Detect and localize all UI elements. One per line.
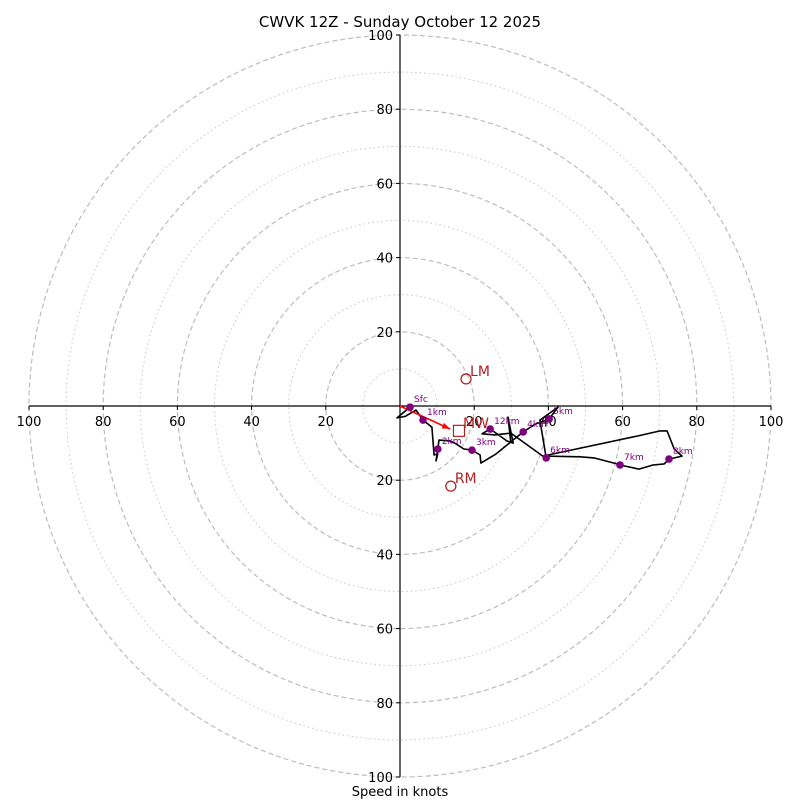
storm-motion: LM RM MW <box>399 364 490 492</box>
height-label-sfc: Sfc <box>414 395 428 405</box>
y-tick-label: 20 <box>376 474 393 489</box>
height-marker-4km <box>519 428 527 436</box>
height-marker-3km <box>468 446 476 454</box>
y-tick-label: 80 <box>376 103 393 118</box>
label-lm: LM <box>470 364 490 380</box>
height-marker-sfc <box>406 403 414 411</box>
wind-profile <box>396 406 683 470</box>
height-label-1km: 1km <box>427 408 447 418</box>
x-tick-label: 80 <box>689 415 706 430</box>
height-label-12km: 12km <box>494 417 519 427</box>
height-label-7km: 7km <box>624 453 644 463</box>
height-marker-1km <box>419 416 427 424</box>
y-tick-label: 100 <box>368 771 393 786</box>
height-marker-8km <box>665 455 673 463</box>
height-label-3km: 3km <box>476 438 496 448</box>
x-tick-label: 100 <box>17 415 42 430</box>
x-tick-label: 40 <box>243 415 260 430</box>
height-label-6km: 6km <box>550 446 570 456</box>
height-marker-12km <box>486 425 494 433</box>
y-tick-label: 60 <box>376 177 393 192</box>
x-tick-label: 20 <box>318 415 335 430</box>
x-tick-label: 60 <box>169 415 186 430</box>
height-marker-7km <box>616 461 624 469</box>
y-tick-label: 80 <box>376 697 393 712</box>
y-tick-label: 20 <box>376 326 393 341</box>
vector-arrowhead <box>441 422 451 430</box>
marker-mw <box>452 424 466 437</box>
label-rm: RM <box>455 471 477 487</box>
height-marker-5km <box>545 415 553 423</box>
height-marker-6km <box>542 454 550 462</box>
y-tick-label: 40 <box>376 548 393 563</box>
x-tick-label: 100 <box>759 415 784 430</box>
marker-lm <box>460 373 472 385</box>
x-axis-label: Speed in knots <box>352 785 449 800</box>
y-tick-label: 100 <box>368 29 393 44</box>
x-tick-label: 60 <box>614 415 631 430</box>
marker-rm <box>445 480 457 492</box>
height-markers: Sfc 1km 2km 3km 4km 5km 6km 7km 8km 12km <box>406 395 693 469</box>
height-marker-2km <box>434 445 442 453</box>
label-mw: MW <box>463 416 489 432</box>
chart-title: CWVK 12Z - Sunday October 12 2025 <box>259 13 541 31</box>
height-label-5km: 5km <box>553 407 573 417</box>
height-label-2km: 2km <box>442 437 462 447</box>
x-tick-label: 20 <box>466 415 483 430</box>
y-tick-label: 60 <box>376 623 393 638</box>
x-tick-label: 80 <box>95 415 112 430</box>
wind-profile-line <box>396 406 683 470</box>
y-tick-label: 40 <box>376 252 393 267</box>
height-label-8km: 8km <box>673 447 693 457</box>
height-label-4km: 4km <box>527 420 547 430</box>
tick-labels: 1008060402020406080100100806040202040608… <box>17 29 784 786</box>
